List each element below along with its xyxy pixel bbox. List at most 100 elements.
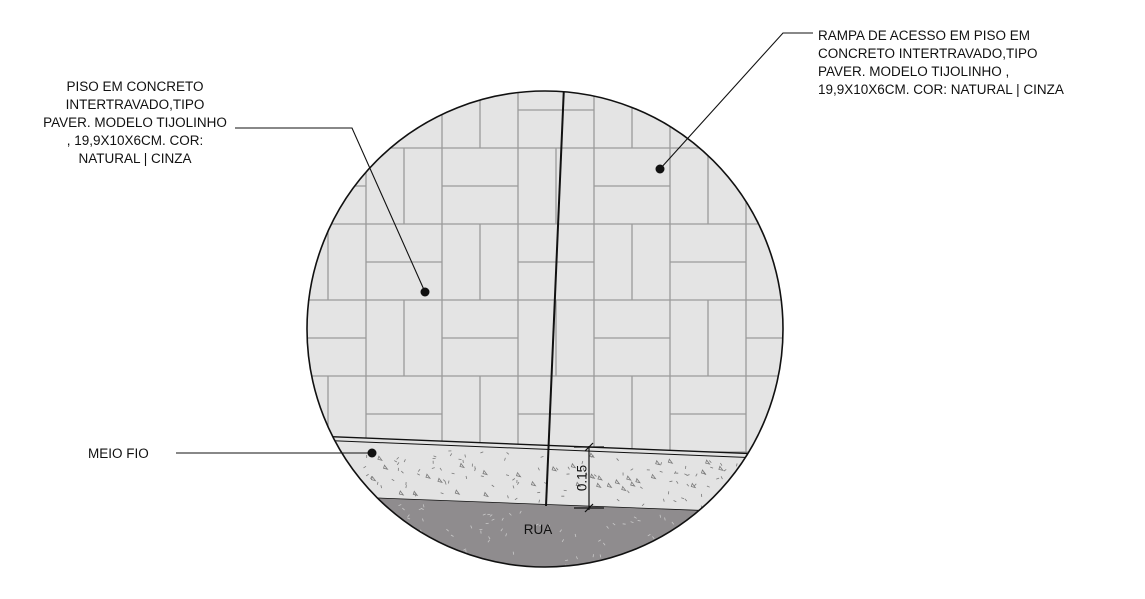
aggregate-mark <box>673 500 677 503</box>
aggregate-mark <box>693 483 697 487</box>
aggregate-mark <box>590 455 594 458</box>
aggregate-mark <box>683 571 686 572</box>
aggregate-mark <box>328 563 332 566</box>
aggregate-mark <box>570 462 577 469</box>
aggregate-mark <box>537 467 540 471</box>
leader-lines <box>176 32 813 454</box>
aggregate-mark <box>464 454 466 458</box>
aggregate-mark <box>684 498 688 502</box>
aggregate-mark <box>639 486 643 489</box>
aggregate-mark <box>736 463 738 467</box>
aggregate-mark <box>352 486 358 493</box>
aggregate-mark <box>362 536 367 539</box>
aggregate-mark <box>474 467 476 472</box>
aggregate-mark <box>715 539 719 543</box>
piso-note-line: INTERTRAVADO,TIPO <box>65 97 205 112</box>
aggregate-mark <box>760 495 764 498</box>
aggregate-mark <box>512 485 515 489</box>
aggregate-mark <box>695 532 698 536</box>
aggregate-mark <box>700 469 707 475</box>
aggregate-mark <box>635 477 641 484</box>
aggregate-mark <box>505 474 510 477</box>
piso-note-line: , 19,9X10X6CM. COR: <box>66 133 204 148</box>
aggregate-mark <box>674 471 677 475</box>
aggregate-mark <box>626 475 632 481</box>
aggregate-mark <box>581 460 584 464</box>
aggregate-mark <box>507 495 509 499</box>
aggregate-mark <box>667 458 674 464</box>
aggregate-mark <box>708 460 712 463</box>
aggregate-mark <box>559 529 562 533</box>
aggregate-mark <box>723 531 727 534</box>
aggregate-mark <box>302 553 305 554</box>
aggregate-mark <box>751 570 753 572</box>
aggregate-mark <box>425 473 431 479</box>
aggregate-mark <box>307 555 310 558</box>
aggregate-mark <box>447 563 451 566</box>
aggregate-mark <box>540 456 544 458</box>
piso-note-line: NATURAL | CINZA <box>78 151 192 166</box>
aggregate-mark <box>358 520 362 523</box>
aggregate-mark <box>725 485 729 490</box>
aggregate-mark <box>512 478 516 481</box>
aggregate-mark <box>663 498 665 502</box>
aggregate-mark <box>492 568 495 569</box>
aggregate-mark <box>652 536 655 540</box>
aggregate-mark <box>606 525 609 529</box>
aggregate-mark <box>403 459 406 463</box>
leader-dot-piso <box>420 287 430 297</box>
aggregate-mark <box>671 521 675 525</box>
aggregate-mark <box>650 473 657 480</box>
aggregate-mark <box>470 525 473 529</box>
aggregate-mark <box>482 513 486 516</box>
aggregate-mark <box>355 559 359 563</box>
aggregate-mark <box>582 569 583 572</box>
aggregate-mark <box>504 457 506 461</box>
aggregate-mark <box>548 523 551 527</box>
aggregate-mark <box>597 475 603 481</box>
aggregate-mark <box>416 473 420 476</box>
aggregate-mark <box>695 473 698 477</box>
curb-top-line <box>307 434 783 457</box>
aggregate-mark <box>331 566 333 567</box>
aggregate-mark <box>440 492 444 495</box>
aggregate-mark <box>538 499 540 503</box>
detail-circle <box>306 90 784 568</box>
aggregate-mark <box>480 475 484 477</box>
aggregate-mark <box>720 462 723 466</box>
aggregate-mark <box>718 465 724 471</box>
aggregate-mark <box>508 512 512 516</box>
aggregate-mark <box>331 473 335 475</box>
rampa-note-line: CONCRETO INTERTRAVADO,TIPO <box>818 46 1038 61</box>
aggregate-mark <box>664 517 666 521</box>
aggregate-mark <box>414 493 417 497</box>
aggregate-mark <box>323 543 325 547</box>
aggregate-mark <box>539 523 542 527</box>
aggregate-mark <box>422 504 425 508</box>
aggregate-mark <box>799 501 801 503</box>
aggregate-mark <box>722 525 725 529</box>
aggregate-mark <box>501 517 504 521</box>
aggregate-mark <box>575 556 578 560</box>
aggregate-mark <box>789 542 792 543</box>
aggregate-mark <box>723 469 727 472</box>
aggregate-mark <box>307 548 309 552</box>
aggregate-mark <box>517 481 520 485</box>
aggregate-mark <box>669 480 673 483</box>
aggregate-mark <box>614 478 621 485</box>
aggregate-mark <box>785 485 788 486</box>
leader-piso <box>235 127 426 293</box>
aggregate-mark <box>686 483 690 487</box>
aggregate-mark <box>328 457 334 464</box>
aggregate-mark <box>396 456 400 460</box>
aggregate-mark <box>422 518 424 522</box>
aggregate-mark <box>307 488 310 491</box>
aggregate-mark <box>377 534 381 538</box>
aggregate-mark <box>535 523 539 526</box>
aggregate-mark <box>770 498 774 501</box>
aggregate-mark <box>376 481 379 485</box>
aggregate-mark <box>449 453 453 457</box>
aggregate-mark <box>779 534 781 538</box>
aggregate-mark <box>505 533 508 537</box>
aggregate-mark <box>469 556 472 560</box>
